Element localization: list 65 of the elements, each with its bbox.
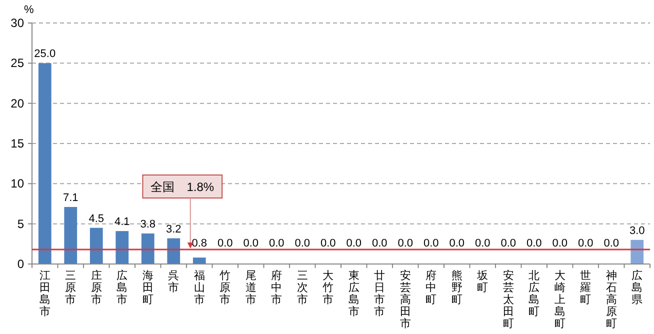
x-tick-label: 庄原市: [90, 269, 102, 306]
y-tick-label: 30: [10, 16, 24, 30]
bar: [192, 258, 206, 264]
data-label: 0.8: [192, 238, 208, 250]
data-label: 0.0: [423, 238, 439, 250]
x-tick-label: 府中町: [426, 269, 437, 306]
y-tick-label: 15: [10, 136, 24, 150]
x-tick-label: 呉市: [168, 270, 180, 294]
data-label: 0.0: [294, 238, 310, 250]
data-label: 0.0: [372, 238, 388, 250]
data-label: 4.5: [88, 212, 104, 225]
x-tick-label: 廿日市市: [374, 269, 386, 318]
data-label: 0.0: [500, 238, 516, 250]
bar: [116, 231, 129, 264]
x-tick-label: 大竹市: [322, 269, 334, 306]
x-tick-label: 北広島町: [528, 269, 540, 318]
x-tick-label: 東広島市: [348, 269, 360, 318]
bar: [167, 238, 180, 264]
bar: [90, 228, 103, 264]
x-tick-label: 三原市: [65, 270, 76, 306]
x-tick-label: 海田町: [142, 270, 154, 306]
bar: [64, 206, 78, 264]
x-tick-label: 大崎上島町: [554, 269, 566, 330]
ref-line-label: 全国 1.8%: [150, 180, 214, 194]
x-tick-label: 安芸高田市: [400, 269, 411, 330]
x-tick-label: 世羅町: [580, 269, 592, 306]
data-label: 25.0: [34, 48, 56, 60]
data-label: 3.2: [166, 223, 182, 236]
data-label: 0.0: [320, 238, 336, 250]
y-axis-title: %: [24, 4, 34, 16]
data-label: 0.0: [578, 238, 594, 250]
x-tick-label: 神石高原町: [606, 269, 617, 330]
bar: [38, 63, 52, 264]
data-label: 0.0: [217, 238, 233, 250]
data-label: 0.0: [552, 238, 568, 250]
data-label: 0.0: [268, 238, 284, 250]
y-tick-label: 5: [17, 216, 24, 231]
data-label: 0.0: [474, 238, 490, 250]
y-tick-label: 0: [17, 257, 24, 271]
x-tick-label: 広島県: [632, 269, 643, 306]
x-tick-label: 府中市: [271, 269, 282, 306]
data-label: 0.0: [398, 238, 414, 250]
x-tick-label: 広島市: [116, 269, 128, 306]
x-tick-label: 安芸太田町: [502, 269, 514, 330]
data-label: 0.0: [449, 238, 465, 250]
bar: [630, 240, 644, 264]
data-label: 3.8: [140, 218, 156, 230]
x-tick-label: 坂町: [476, 269, 488, 294]
x-tick-label: 熊野町: [451, 269, 462, 306]
x-tick-label: 尾道市: [245, 270, 256, 306]
data-label: 4.1: [114, 216, 130, 228]
data-label: 0.0: [346, 238, 362, 250]
data-label: 3.0: [629, 224, 645, 237]
x-tick-label: 福山市: [194, 269, 205, 306]
y-tick-label: 25: [10, 56, 24, 70]
y-tick-label: 20: [10, 96, 24, 110]
x-tick-label: 三次市: [296, 270, 308, 306]
bar: [141, 233, 154, 264]
y-tick-label: 10: [10, 176, 24, 191]
x-tick-label: 江田島市: [39, 270, 50, 318]
x-tick-label: 竹原市: [220, 270, 231, 306]
data-label: 0.0: [604, 238, 620, 250]
data-label: 0.0: [526, 238, 542, 250]
data-label: 0.0: [243, 238, 259, 250]
data-label: 7.1: [62, 192, 78, 204]
